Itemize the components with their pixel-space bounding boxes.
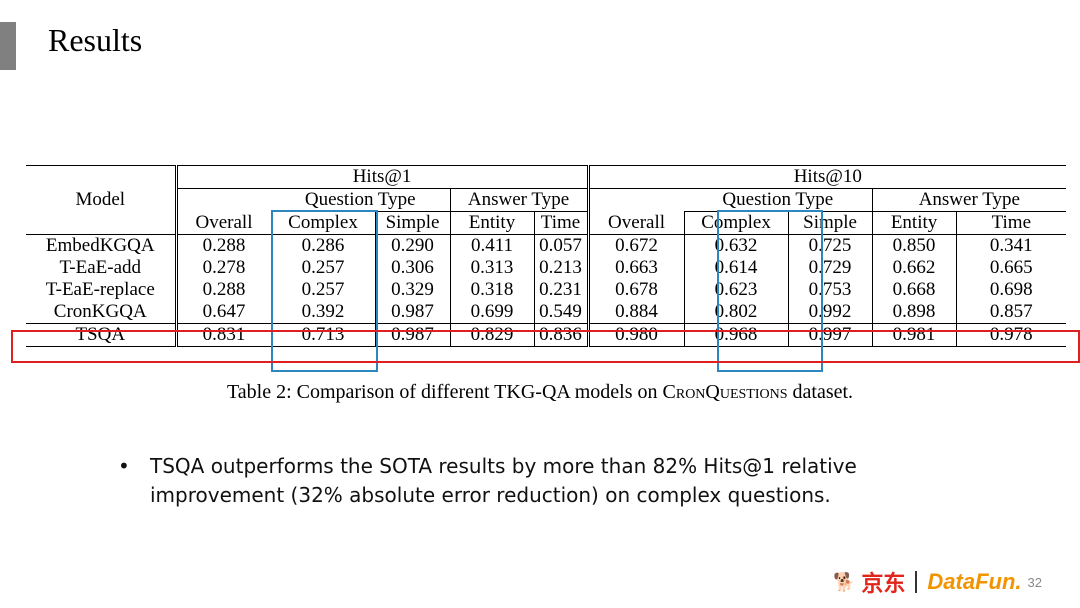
table-cell: 0.978 <box>955 323 1067 347</box>
table-row: T-EaE-replace 0.288 0.257 0.329 0.318 0.… <box>26 279 1067 301</box>
table-cell: 0.318 <box>449 279 534 301</box>
table-cell: 0.997 <box>787 323 873 347</box>
caption-prefix: Table 2: Comparison of different TKG-QA … <box>226 381 663 403</box>
table-cell: 0.257 <box>270 257 375 279</box>
table-row-tsqa: TSQA 0.831 0.713 0.987 0.829 0.836 0.980… <box>26 323 1067 347</box>
model-name: CronKGQA <box>53 301 147 322</box>
col-header-overall: Overall <box>174 211 271 235</box>
table-cell: 0.857 <box>955 301 1067 324</box>
table-cell: 0.668 <box>871 279 957 301</box>
results-table: Model Hits@1 Hits@10 Question Type Answe… <box>26 165 1067 347</box>
table-cell: 0.288 <box>174 279 271 301</box>
table-cell: 0.290 <box>374 234 450 257</box>
table-cell: 0.257 <box>270 279 375 301</box>
group-header-hits10: Hits@10 <box>586 165 1067 189</box>
results-table-container: Model Hits@1 Hits@10 Question Type Answe… <box>26 165 1067 347</box>
table-cell: 0.231 <box>533 279 589 301</box>
table-cell: 0.306 <box>374 257 450 279</box>
col-header-entity: Entity <box>871 211 957 235</box>
table-cell: 0.057 <box>533 234 589 257</box>
table-cell: 0.411 <box>449 234 534 257</box>
sub-header-answer-type-hits10: Answer Type <box>871 188 1067 212</box>
table-cell: 0.713 <box>270 323 375 347</box>
table-row: T-EaE-add 0.278 0.257 0.306 0.313 0.213 … <box>26 257 1067 279</box>
table-cell: 0.632 <box>683 234 789 257</box>
table-cell: 0.614 <box>683 257 789 279</box>
table-cell: 0.647 <box>174 301 271 324</box>
table-cell: 0.672 <box>586 234 685 257</box>
group-header-hits1: Hits@1 <box>174 165 589 189</box>
table-row: EmbedKGQA 0.288 0.286 0.290 0.411 0.057 … <box>26 234 1067 257</box>
col-header-time: Time <box>955 211 1067 235</box>
table-cell: 0.850 <box>871 234 957 257</box>
logo-separator <box>915 571 918 593</box>
table-row: CronKGQA 0.647 0.392 0.987 0.699 0.549 0… <box>26 301 1067 324</box>
bullet-list: • TSQA outperforms the SOTA results by m… <box>118 452 978 510</box>
table-cell: 0.987 <box>374 301 450 324</box>
jd-logo: 🐕 京东 <box>833 566 905 598</box>
col-header-simple: Simple <box>787 211 873 235</box>
table-cell: 0.663 <box>586 257 685 279</box>
col-header-entity: Entity <box>449 211 534 235</box>
slide-title: Results <box>48 22 143 58</box>
bullet-text: TSQA outperforms the SOTA results by mor… <box>150 454 857 507</box>
table-cell: 0.213 <box>533 257 589 279</box>
table-cell: 0.699 <box>449 301 534 324</box>
page-number: 32 <box>1027 574 1042 590</box>
table-cell: 0.836 <box>533 323 589 347</box>
table-cell: 0.665 <box>955 257 1067 279</box>
table-cell: 0.698 <box>955 279 1067 301</box>
table-cell: 0.980 <box>586 323 685 347</box>
col-header-time: Time <box>533 211 589 235</box>
table-cell: 0.278 <box>174 257 271 279</box>
sub-header-answer-type-hits1: Answer Type <box>449 188 589 212</box>
highlight-complex-hits10 <box>717 210 823 372</box>
model-name: EmbedKGQA <box>45 235 155 256</box>
bullet-dot-icon: • <box>118 454 130 478</box>
footer: 🐕 京东 DataFun. 32 <box>833 566 1042 598</box>
table-body: EmbedKGQA 0.288 0.286 0.290 0.411 0.057 … <box>26 234 1067 347</box>
table-cell: 0.313 <box>449 257 534 279</box>
table-cell: 0.884 <box>586 301 685 324</box>
bullet-item: • TSQA outperforms the SOTA results by m… <box>118 452 978 510</box>
col-header-simple: Simple <box>374 211 450 235</box>
table-cell: 0.725 <box>787 234 873 257</box>
jd-logo-text: 京东 <box>861 571 906 596</box>
table-cell: 0.623 <box>683 279 789 301</box>
table-cell: 0.288 <box>174 234 271 257</box>
model-header: Model <box>26 165 176 235</box>
table-cell: 0.753 <box>787 279 873 301</box>
caption-suffix: dataset. <box>787 381 854 403</box>
table-cell: 0.729 <box>787 257 873 279</box>
table-cell: 0.662 <box>871 257 957 279</box>
model-name: T-EaE-replace <box>45 279 155 300</box>
highlight-complex-hits1 <box>271 210 378 372</box>
table-cell: 0.678 <box>586 279 685 301</box>
table-cell: 0.987 <box>374 323 450 347</box>
title-accent-bar <box>0 22 16 70</box>
table-cell: 0.549 <box>533 301 589 324</box>
table-cell: 0.981 <box>871 323 957 347</box>
table-cell: 0.329 <box>374 279 450 301</box>
table-cell: 0.831 <box>174 323 271 347</box>
sub-header-question-type-hits10: Question Type <box>684 188 873 212</box>
col-header-complex: Complex <box>270 211 375 235</box>
table-cell: 0.802 <box>683 301 789 324</box>
model-name: T-EaE-add <box>59 257 142 278</box>
table-cell: 0.992 <box>787 301 873 324</box>
highlight-tsqa-row <box>11 330 1080 363</box>
table-caption: Table 2: Comparison of different TKG-QA … <box>0 381 1080 404</box>
sub-header-question-type-hits1: Question Type <box>271 188 450 212</box>
table-cell: 0.898 <box>871 301 957 324</box>
datafun-logo: DataFun. <box>927 569 1022 594</box>
table-cell: 0.341 <box>955 234 1067 257</box>
caption-dataset: CronQuestions <box>662 381 788 403</box>
col-header-overall: Overall <box>586 211 685 235</box>
table-cell: 0.829 <box>449 323 534 347</box>
model-name: TSQA <box>26 323 176 347</box>
jd-dog-icon: 🐕 <box>832 571 856 592</box>
table-cell: 0.968 <box>683 323 789 347</box>
